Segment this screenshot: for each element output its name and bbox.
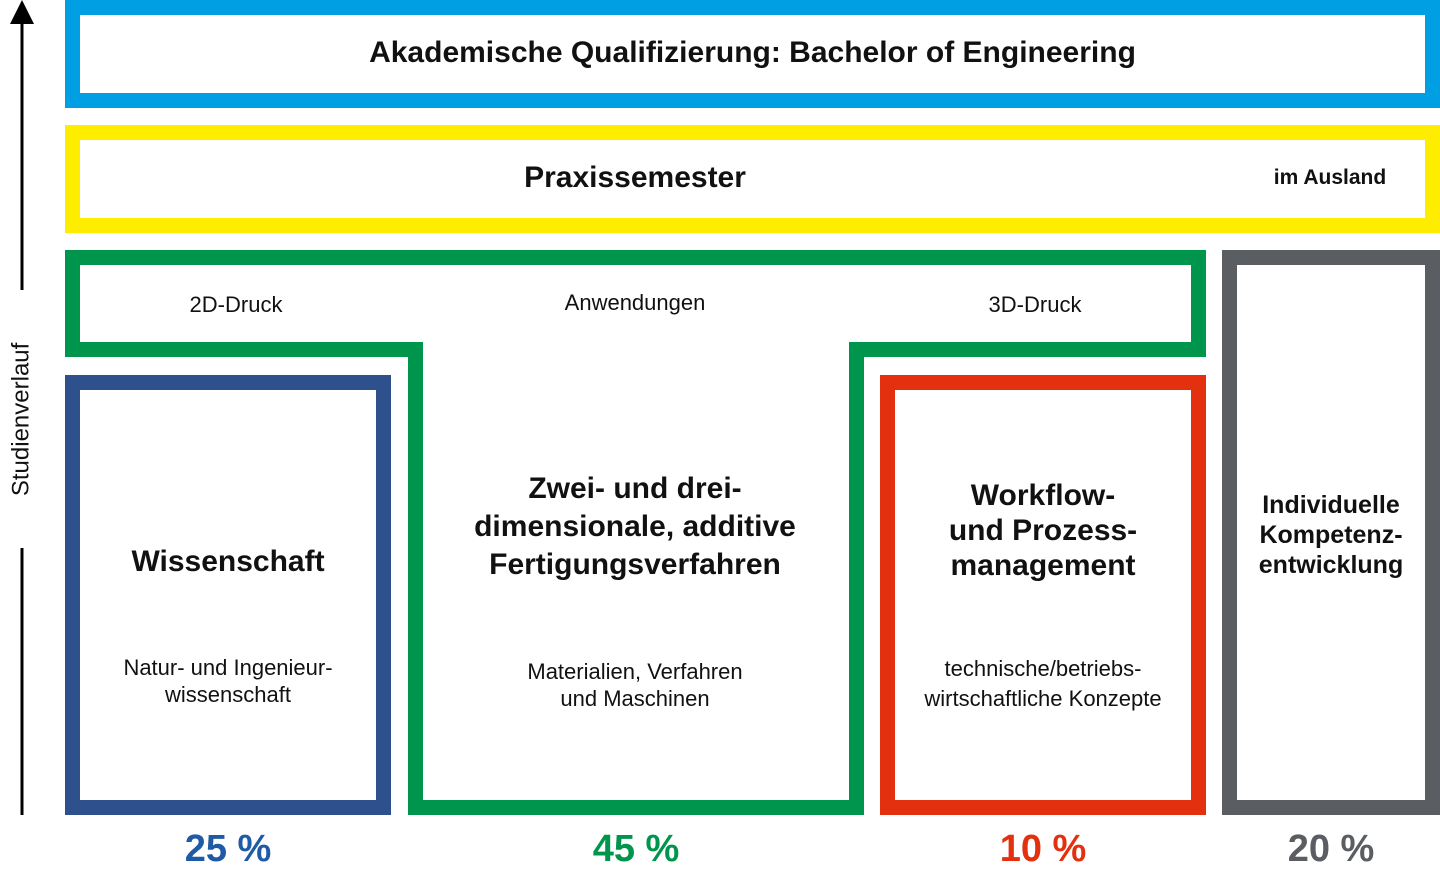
workflow-title: Workflow- und Prozess- management (895, 478, 1191, 583)
green-title-line: dimensionale, additive (474, 510, 796, 543)
workflow-title-line: management (950, 549, 1136, 582)
axis-label: Studienverlauf (7, 342, 35, 497)
wissenschaft-title: Wissenschaft (131, 545, 325, 578)
green-title-line: Fertigungsverfahren (489, 548, 781, 581)
individuelle-title-line: Individuelle (1262, 491, 1400, 519)
green-title-line: Zwei- und drei- (528, 472, 742, 505)
qualification-box (65, 0, 1440, 108)
individuelle-box (1222, 250, 1440, 815)
workflow-subtitle: technische/betriebs- wirtschaftliche Kon… (888, 654, 1198, 714)
workflow-title-line: Workflow- (970, 479, 1116, 512)
wissenschaft-sub-line: wissenschaft (165, 682, 291, 707)
qualification-title: Akademische Qualifizierung: Bachelor of … (369, 36, 1136, 69)
green-block-title: Zwei- und drei- dimensionale, additive F… (430, 470, 840, 584)
individuelle-title: Individuelle Kompetenz- entwicklung (1237, 490, 1425, 580)
green-block-subtitle: Materialien, Verfahren und Maschinen (430, 658, 840, 712)
label-3d-druck: 3D-Druck (988, 292, 1082, 317)
label-anwendungen: Anwendungen (564, 290, 706, 315)
percent-wissenschaft: 25 % (184, 828, 272, 870)
workflow-title-line: und Prozess- (948, 514, 1138, 547)
praxis-title: Praxissemester (524, 161, 746, 194)
individuelle-title-line: entwicklung (1258, 551, 1404, 579)
green-block-outline (65, 250, 1206, 815)
wissenschaft-box (65, 375, 391, 815)
workflow-sub-line: technische/betriebs- (944, 656, 1142, 681)
label-2d-druck: 2D-Druck (189, 292, 283, 317)
individuelle-title-line: Kompetenz- (1259, 521, 1403, 549)
percent-fertigung: 45 % (592, 828, 680, 870)
percent-workflow: 10 % (999, 828, 1087, 870)
percent-individuelle: 20 % (1287, 828, 1375, 870)
praxis-box (65, 125, 1440, 233)
workflow-sub-line: wirtschaftliche Konzepte (924, 686, 1162, 711)
green-sub-line: und Maschinen (560, 686, 710, 711)
wissenschaft-sub-line: Natur- und Ingenieur- (123, 655, 333, 680)
praxis-note: im Ausland (1273, 166, 1387, 189)
workflow-box (880, 375, 1206, 815)
wissenschaft-subtitle: Natur- und Ingenieur- wissenschaft (80, 654, 376, 708)
green-sub-line: Materialien, Verfahren (527, 659, 743, 684)
